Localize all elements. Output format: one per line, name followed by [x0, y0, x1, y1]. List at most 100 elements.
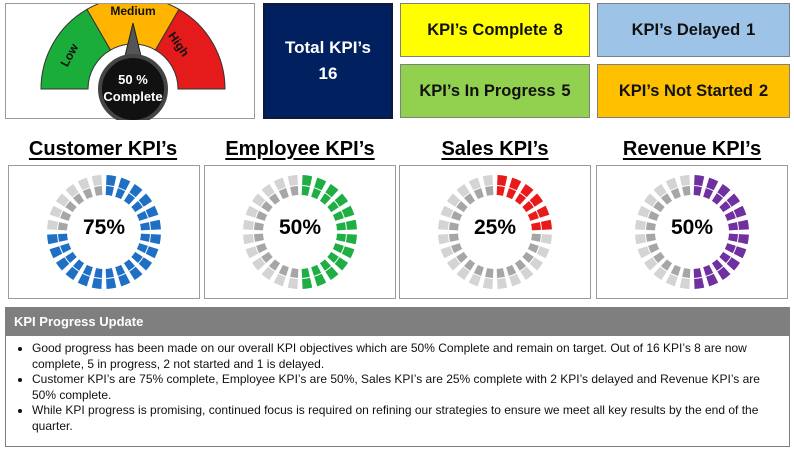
donut-segment-complete — [327, 251, 339, 264]
donut-segment-complete — [341, 246, 355, 259]
donut-segment-complete — [314, 273, 327, 287]
kpis-not-started-card: KPI’s Not Started 2 — [597, 64, 790, 118]
kpi-progress-update-panel: KPI Progress Update Good progress has be… — [5, 307, 790, 447]
donut-segment-complete — [49, 246, 63, 259]
donut-segment-complete — [319, 259, 332, 271]
donut-segment-remaining — [273, 273, 286, 287]
donut-segment-remaining — [49, 205, 63, 218]
donut-segment-complete — [136, 210, 148, 221]
donut-segment-complete — [706, 273, 719, 287]
donut-segment-remaining — [670, 188, 681, 200]
donut-segment-complete — [711, 193, 724, 205]
donut-segment-remaining — [646, 233, 656, 242]
donut-segment-complete — [325, 183, 339, 198]
donut-segment-complete — [332, 210, 344, 221]
donut-segment-complete — [496, 186, 505, 196]
donut-segment-remaining — [482, 175, 493, 187]
sales-kpis-percent: 25% — [473, 216, 517, 239]
donut-segment-complete — [138, 193, 153, 207]
donut-segment-remaining — [540, 234, 552, 245]
donut-segment-remaining — [509, 273, 522, 287]
donut-segment-remaining — [451, 243, 463, 254]
donut-segment-remaining — [82, 188, 93, 200]
donut-segment-complete — [115, 264, 126, 276]
donut-segment-complete — [115, 188, 126, 200]
donut-segment-remaining — [635, 234, 647, 245]
donut-segment-complete — [106, 277, 117, 289]
donut-segment-complete — [129, 266, 143, 281]
donut-segment-remaining — [251, 193, 266, 207]
revenue-kpis-title: Revenue KPI’s — [622, 138, 762, 160]
donut-segment-remaining — [55, 193, 70, 207]
kpis-complete-value: 8 — [553, 20, 563, 39]
donut-segment-complete — [65, 251, 77, 264]
donut-segment-complete — [58, 233, 68, 242]
donut-segment-remaining — [243, 234, 255, 245]
donut-segment-remaining — [536, 246, 550, 259]
sales-kpis-title: Sales KPI’s — [441, 138, 549, 160]
sales-kpis-chart-panel: 25% — [399, 165, 591, 299]
donut-segment-remaining — [273, 177, 286, 191]
donut-segment-remaining — [637, 246, 651, 259]
donut-segment-remaining — [635, 219, 647, 230]
donut-segment-complete — [536, 205, 550, 218]
donut-segment-remaining — [261, 200, 273, 213]
donut-segment-remaining — [514, 259, 527, 271]
donut-segment-complete — [60, 243, 72, 254]
donut-segment-remaining — [290, 186, 299, 196]
donut-segment-remaining — [643, 257, 658, 271]
progress-gauge-panel: Low Medium High 50 % Complete — [5, 3, 255, 120]
donut-segment-remaining — [497, 277, 508, 289]
donut-segment-remaining — [91, 175, 102, 187]
revenue-kpis-donut — [635, 175, 749, 289]
donut-segment-complete — [728, 233, 738, 242]
donut-segment-complete — [336, 222, 346, 231]
donut-segment-complete — [149, 234, 161, 245]
donut-segment-complete — [520, 183, 534, 198]
donut-segment-complete — [82, 264, 93, 276]
donut-segment-remaining — [637, 205, 651, 218]
donut-segment-remaining — [653, 183, 667, 198]
donut-segment-complete — [311, 264, 322, 276]
donut-segment-complete — [325, 266, 339, 281]
revenue-kpis-percent: 50% — [670, 216, 714, 239]
donut-segment-remaining — [529, 257, 544, 271]
kpi-progress-update-list: Good progress has been made on our overa… — [6, 336, 789, 434]
donut-segment-complete — [136, 243, 148, 254]
donut-segment-remaining — [660, 193, 673, 205]
donut-segment-remaining — [496, 268, 505, 278]
donut-segment-remaining — [440, 246, 454, 259]
donut-segment-remaining — [58, 222, 68, 231]
customer-kpis-title: Customer KPI’s — [28, 138, 178, 160]
donut-segment-complete — [138, 257, 153, 271]
donut-segment-complete — [118, 177, 131, 191]
donut-segment-complete — [522, 200, 534, 213]
total-kpis-card: Total KPI’s 16 — [263, 3, 393, 119]
donut-segment-complete — [332, 243, 344, 254]
donut-segment-remaining — [47, 219, 59, 230]
update-bullet: Good progress has been made on our overa… — [32, 341, 779, 372]
donut-segment-complete — [72, 259, 85, 271]
donut-segment-complete — [131, 200, 143, 213]
kpis-complete-label: KPI’s Complete — [427, 20, 548, 39]
donut-segment-remaining — [463, 259, 476, 271]
donut-segment-remaining — [254, 222, 264, 231]
donut-segment-complete — [55, 257, 70, 271]
donut-segment-remaining — [94, 186, 103, 196]
donut-segment-remaining — [60, 210, 72, 221]
donut-segment-complete — [540, 219, 552, 230]
donut-segment-remaining — [648, 243, 660, 254]
donut-segment-complete — [77, 273, 90, 287]
donut-segment-remaining — [449, 233, 459, 242]
donut-segment-complete — [728, 222, 738, 231]
donut-segment-remaining — [77, 177, 90, 191]
donut-segment-complete — [726, 193, 741, 207]
update-bullet: While KPI progress is promising, continu… — [32, 403, 779, 434]
donut-segment-complete — [719, 200, 731, 213]
donut-segment-complete — [105, 186, 114, 196]
donut-segment-remaining — [245, 246, 259, 259]
donut-segment-remaining — [679, 277, 690, 289]
donut-segment-complete — [726, 257, 741, 271]
revenue-kpis-chart-panel: 50% — [596, 165, 788, 299]
donut-segment-remaining — [268, 259, 281, 271]
